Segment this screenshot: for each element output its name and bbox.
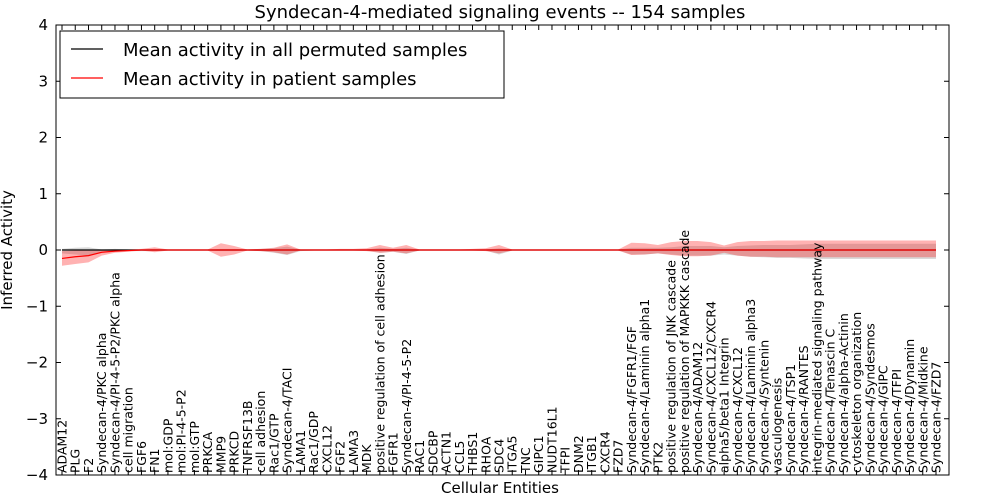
x-tick-label: vasculogenesis	[770, 378, 785, 473]
legend: Mean activity in all permuted samples Me…	[59, 30, 505, 99]
y-tick-label: 3	[38, 72, 48, 90]
legend-label-patient: Mean activity in patient samples	[123, 69, 417, 90]
chart-title: Syndecan-4-mediated signaling events -- …	[255, 2, 746, 23]
x-tick-label: cytoskeleton organization	[849, 312, 864, 473]
x-axis-label: Cellular Entities	[441, 479, 559, 497]
x-tick-label: Syndecan-4/Midkine	[915, 346, 930, 473]
x-tick-label: Syndecan-4/TSP1	[783, 364, 798, 473]
x-tick-label: FGF6	[134, 441, 149, 473]
x-tick-label: Syndecan-4/CXCL12	[730, 347, 745, 473]
x-tick-label: FGF2	[333, 441, 348, 473]
x-tick-label: TNFRSF13B	[240, 401, 255, 474]
x-tick-label: integrin-mediated signaling pathway	[809, 242, 824, 473]
x-tick-label: SDCBP	[425, 430, 440, 473]
x-tick-label: CXCL12	[319, 425, 334, 473]
x-tick-label: positive regulation of JNK cascade	[664, 260, 679, 473]
x-tick-label: Syndecan-4/RANTES	[796, 345, 811, 473]
x-tick-label: Syndecan-4/PI-4-5-P2	[399, 339, 414, 473]
series-line-patient	[61, 249, 936, 260]
y-axis-label: Inferred Activity	[0, 190, 16, 310]
confidence-bands	[62, 240, 936, 266]
x-tick-label: mol:PI-4-5-P2	[174, 389, 189, 473]
y-tick-label: −3	[26, 410, 48, 428]
x-tick-label: Syndecan-4/PI-4-5-P2/PKC alpha	[107, 272, 122, 473]
x-tick-label: PLG	[68, 449, 83, 473]
x-tick-label: Syndecan-4/GIPC	[876, 365, 891, 473]
x-tick-label: MDK	[359, 444, 374, 473]
series-lines	[61, 249, 936, 260]
x-tick-label: RHOA	[478, 436, 493, 473]
x-tick-label: GIPC1	[531, 435, 546, 473]
x-tick-label: positive regulation of cell adhesion	[372, 254, 387, 473]
x-tick-label: DNM2	[571, 435, 586, 473]
y-tick-label: 0	[38, 241, 48, 259]
y-axis: 4 3 2 1 0 −1 −2 −3 −4	[26, 16, 949, 484]
x-tick-label: PRKCD	[227, 431, 242, 473]
x-tick-label: Rac1/GTP	[266, 413, 281, 473]
x-tick-label: Syndecan-4/FGFR1/FGF	[624, 326, 639, 473]
y-tick-label: −1	[26, 297, 48, 315]
x-tick-label: SDC4	[492, 439, 507, 473]
x-tick-label: NUDT16L1	[544, 406, 559, 473]
x-tick-label: Syndecan-4/Dynamin	[902, 339, 917, 473]
x-tick-label: Rac1/GDP	[306, 411, 321, 473]
x-tick-label: Syndecan-4/Laminin alpha3	[743, 299, 758, 473]
confidence-band-patient	[62, 240, 936, 266]
x-tick-label: positive regulation of MAPKKK cascade	[677, 230, 692, 473]
x-tick-label: Syndecan-4/ADAM12	[690, 342, 705, 473]
x-tick-label: Syndecan-4/Tenascin C	[823, 328, 838, 473]
x-tick-label: FGFR1	[386, 432, 401, 473]
x-tick-label: FZD7	[611, 440, 626, 473]
legend-box	[59, 30, 505, 99]
x-tick-label: TNC	[518, 447, 533, 474]
x-tick-label: ITGB1	[584, 435, 599, 473]
y-tick-label: 4	[38, 16, 48, 34]
x-tick-label: ACTN1	[439, 431, 454, 473]
x-tick-label: RAC1	[412, 440, 427, 473]
x-tick-label: F2	[81, 458, 96, 473]
x-tick-label: THBS1	[465, 432, 480, 474]
x-tick-label: mol:GTP	[187, 421, 202, 473]
y-tick-label: 2	[38, 129, 48, 147]
x-tick-label: ADAM12	[55, 420, 70, 473]
x-tick-label: alpha5/beta1 Integrin	[717, 337, 732, 473]
x-tick-label: CXCR4	[597, 431, 612, 473]
x-tick-label: Syndecan-4/Syndesmos	[862, 323, 877, 473]
x-tick-label: FN1	[147, 449, 162, 474]
x-tick-label: MMP9	[213, 436, 228, 473]
y-tick-label: −2	[26, 354, 48, 372]
x-tick-label: PRKCA	[200, 432, 215, 473]
x-tick-label: LAMA3	[346, 430, 361, 473]
x-tick-label: CCL5	[452, 441, 467, 473]
x-tick-label: Syndecan-4/Syntenin	[756, 340, 771, 473]
y-tick-label: −4	[26, 466, 48, 484]
x-tick-label: ITGA5	[505, 435, 520, 473]
x-tick-label: Syndecan-4/FZD7	[929, 362, 944, 473]
x-tick-label: mol:GDP	[160, 418, 175, 473]
x-tick-label: LAMA1	[293, 430, 308, 473]
x-tick-label: Syndecan-4/CXCL12/CXCR4	[703, 301, 718, 473]
x-tick-label: Syndecan-4/TFPI	[889, 369, 904, 473]
x-tick-label: TFPI	[558, 447, 573, 474]
x-tick-label: Syndecan-4/PKC alpha	[94, 333, 109, 473]
legend-label-permuted: Mean activity in all permuted samples	[123, 40, 467, 61]
x-tick-label: cell adhesion	[253, 391, 268, 473]
x-tick-label: Syndecan-4/alpha-Actinin	[836, 313, 851, 473]
x-tick-label: Syndecan-4/TACI	[280, 368, 295, 473]
x-tick-label: PTK2	[650, 442, 665, 473]
x-tick-label: cell migration	[121, 387, 136, 473]
confidence-band-permuted	[62, 243, 936, 259]
y-tick-label: 1	[38, 185, 48, 203]
x-tick-label: Syndecan-4/Laminin alpha1	[637, 299, 652, 473]
